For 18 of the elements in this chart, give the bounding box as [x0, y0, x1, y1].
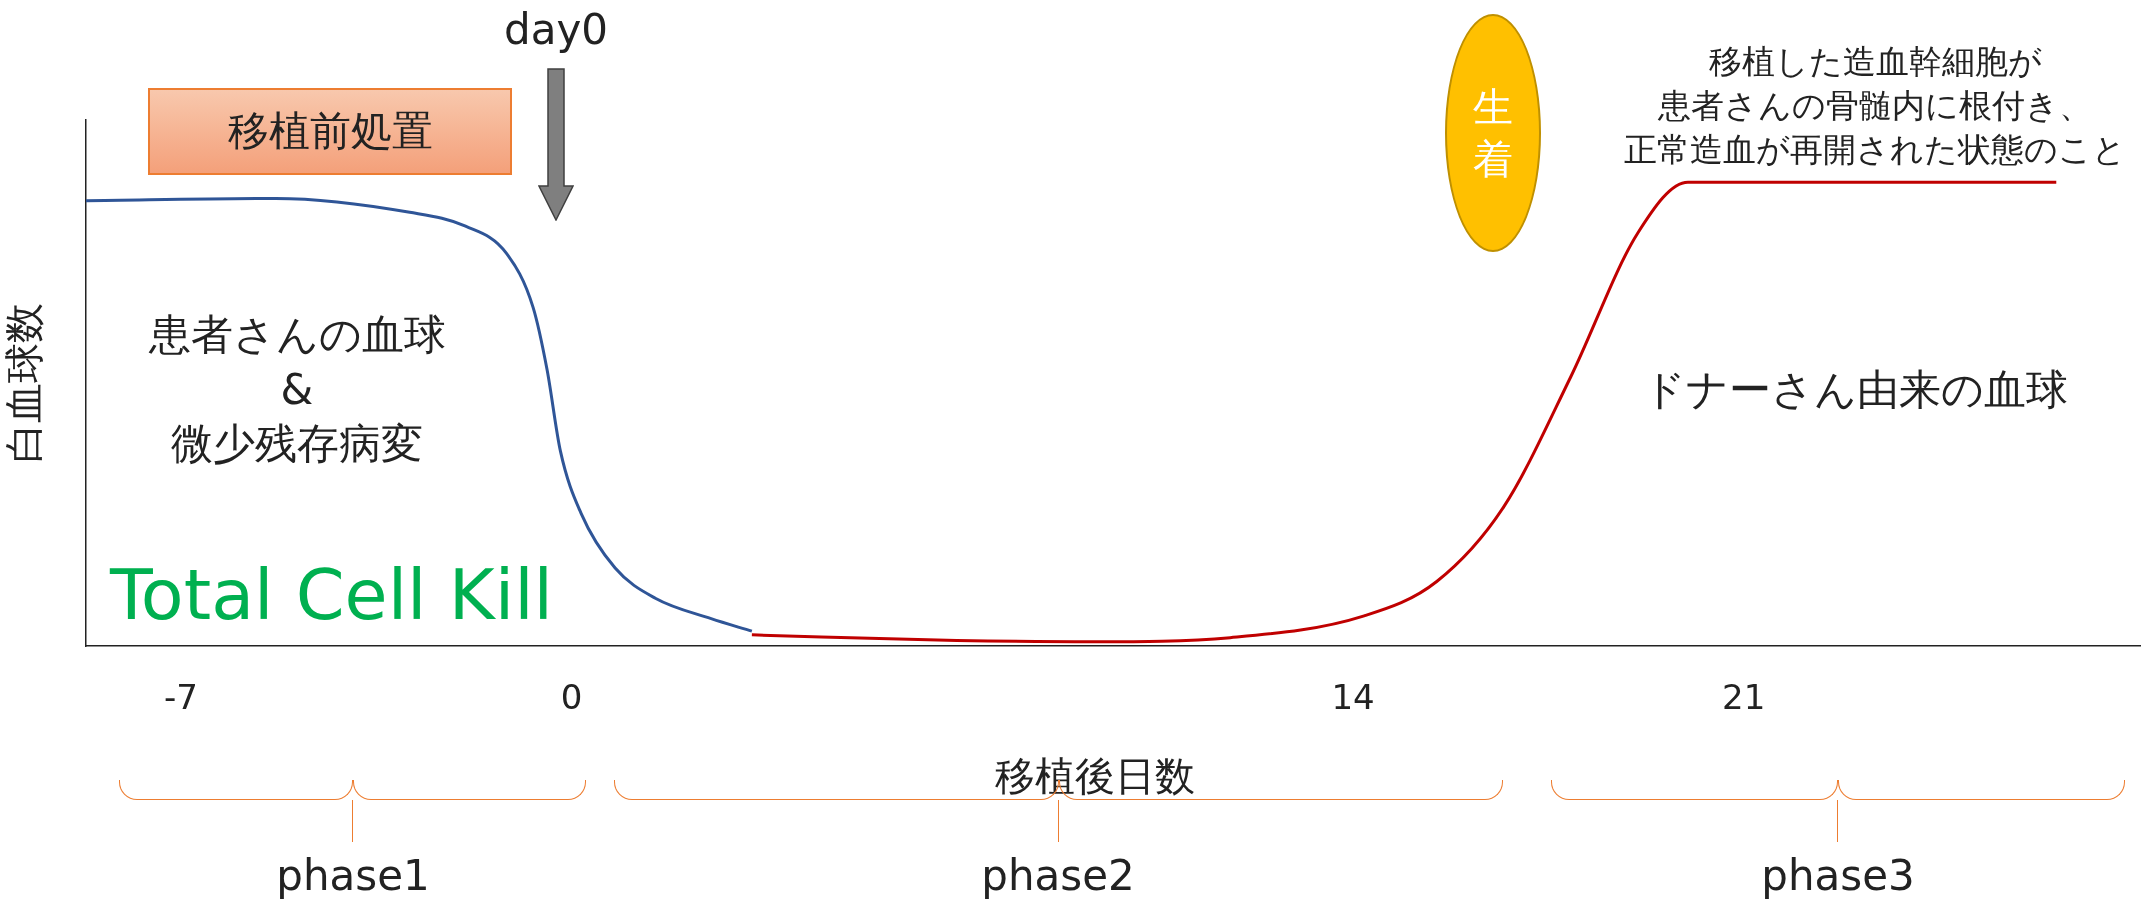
x-tick-label: 0: [560, 677, 583, 718]
text: 正常造血が再開された状態のこと: [1623, 128, 2127, 171]
text: 患者さんの骨髄内に根付き、: [1657, 84, 2093, 127]
x-tick-label: 14: [1331, 677, 1375, 718]
annotation: 患者さんの血球 & 微少残存病変: [148, 310, 446, 469]
x-tick-label: 21: [1722, 677, 1766, 718]
annotation: ドナーさん由来の血球: [1641, 363, 2069, 416]
text: day0: [503, 3, 609, 56]
text: phase2: [980, 849, 1136, 902]
x-axis-title: 移植後日数: [994, 752, 1196, 801]
annotation: Total Cell Kill: [110, 552, 554, 638]
text: phase3: [1760, 849, 1916, 902]
x-tick-label: -7: [163, 677, 198, 718]
y-axis-title: 白血球数: [1, 303, 48, 463]
text: 移植した造血幹細胞が: [1707, 40, 2043, 83]
text: phase1: [275, 849, 431, 902]
text: 生着: [1473, 83, 1513, 184]
label-box: 移植前処置: [148, 88, 512, 175]
